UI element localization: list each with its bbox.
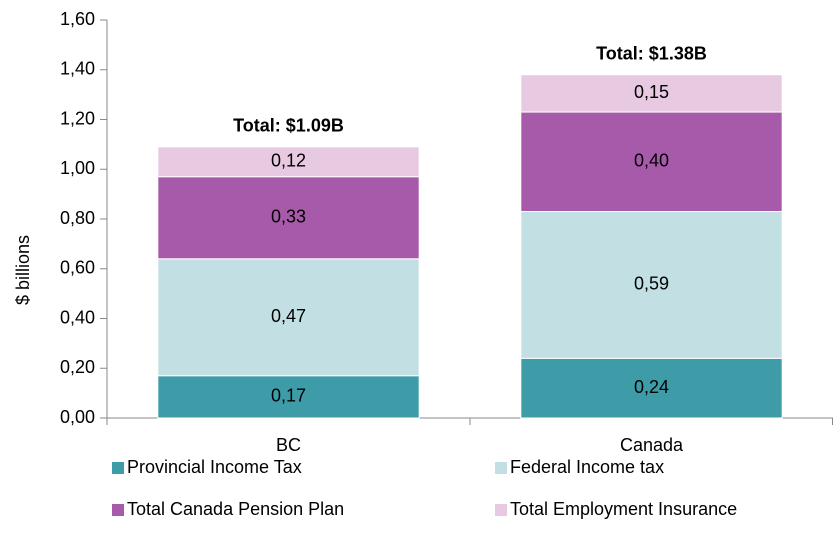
y-tick-label: 0,40 — [60, 307, 95, 327]
y-tick-label: 1,20 — [60, 108, 95, 128]
value-label: 0,40 — [634, 151, 669, 171]
bar-segment — [520, 211, 783, 359]
x-tick-label: BC — [276, 435, 301, 455]
value-label: 0,12 — [271, 151, 306, 171]
bar-segment — [157, 375, 420, 419]
bar-segment — [157, 258, 420, 377]
total-label: Total: $1.09B — [233, 116, 344, 136]
legend-label: Federal Income tax — [510, 457, 664, 477]
y-tick-label: 1,00 — [60, 158, 95, 178]
value-label: 0,59 — [634, 274, 669, 294]
legend-label: Provincial Income Tax — [127, 457, 302, 477]
legend-swatch — [495, 504, 507, 516]
value-label: 0,17 — [271, 386, 306, 406]
bar-segment — [520, 357, 783, 419]
y-axis-label: $ billions — [13, 235, 33, 305]
value-label: 0,33 — [271, 207, 306, 227]
y-tick-label: 0,00 — [60, 407, 95, 427]
y-tick-label: 1,60 — [60, 9, 95, 29]
total-label: Total: $1.38B — [596, 43, 707, 63]
bar-segment — [157, 176, 420, 260]
legend-swatch — [495, 462, 507, 474]
bar-segment — [520, 111, 783, 213]
bar-segment — [157, 146, 420, 178]
legend-swatch — [112, 462, 124, 474]
bar-segment — [520, 74, 783, 113]
value-label: 0,24 — [634, 377, 669, 397]
x-tick-label: Canada — [620, 435, 684, 455]
legend-label: Total Canada Pension Plan — [127, 499, 344, 519]
value-label: 0,47 — [271, 306, 306, 326]
y-tick-label: 1,40 — [60, 59, 95, 79]
y-tick-label: 0,20 — [60, 357, 95, 377]
y-tick-label: 0,80 — [60, 208, 95, 228]
y-tick-label: 0,60 — [60, 258, 95, 278]
legend-label: Total Employment Insurance — [510, 499, 737, 519]
value-label: 0,15 — [634, 82, 669, 102]
legend-swatch — [112, 504, 124, 516]
